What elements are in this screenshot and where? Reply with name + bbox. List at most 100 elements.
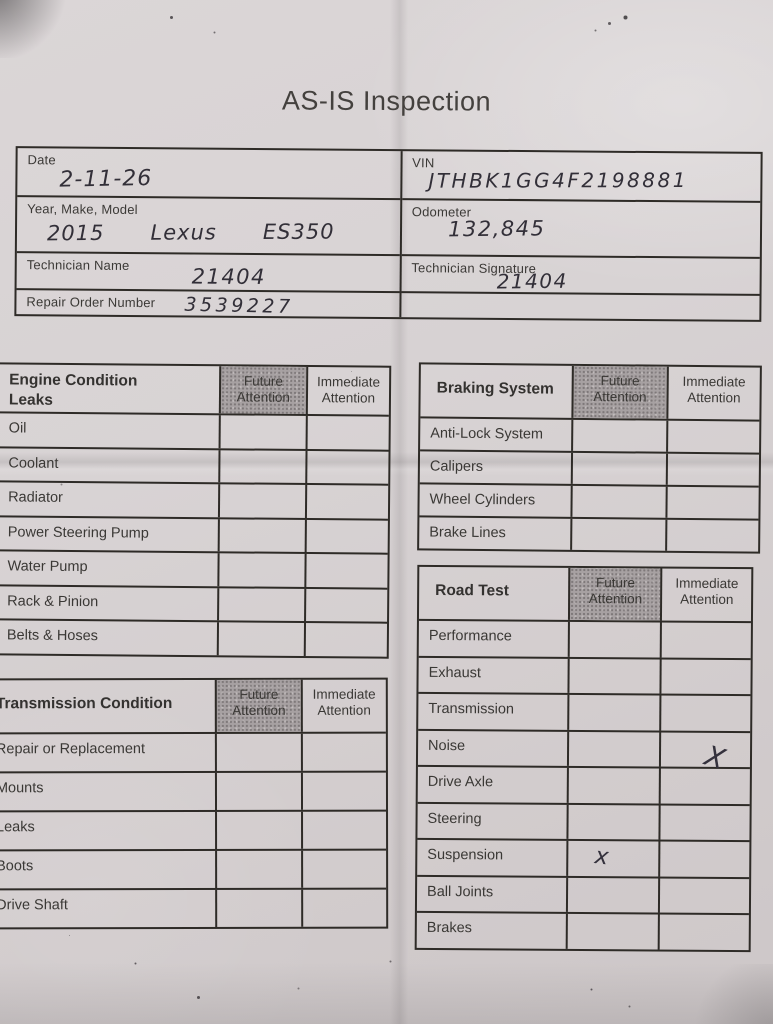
row-label: Anti-Lock System (430, 425, 544, 443)
year-make-model-label: Year, Make, Model (27, 201, 138, 218)
table-header-row: Engine Condition Leaks Future Attention … (0, 364, 390, 415)
future-attention-cell (567, 767, 660, 804)
date-label: Date (27, 152, 56, 168)
immediate-attention-cell (303, 622, 388, 657)
table-row: Belts & Hoses (0, 618, 388, 657)
row-label: Rack & Pinion (7, 592, 99, 610)
horizontal-fold-crease (0, 452, 773, 476)
future-attention-cell (567, 694, 660, 731)
table-row: Wheel Cylinders (419, 482, 759, 519)
future-attention-cell (569, 518, 666, 551)
row-label: Brakes (426, 919, 473, 937)
table-row: Radiator (0, 480, 389, 519)
future-attention-cell (217, 553, 305, 587)
immediate-attention-cell (659, 768, 750, 804)
table-header-row: Braking System Future Attention Immediat… (420, 364, 760, 420)
vehicle-info-table: Date 2-11-26 Year, Make, Model 2015 Lexu… (14, 146, 763, 322)
handwritten-x-mark: x (592, 843, 610, 871)
immediate-attention-cell (665, 486, 759, 519)
future-attention-cell (570, 485, 666, 518)
immediate-attention-cell (304, 519, 388, 553)
immediate-attention-header: Immediate Attention (300, 679, 386, 732)
row-label: Mounts (0, 780, 44, 797)
engine-condition-table: Engine Condition Leaks Future Attention … (0, 362, 392, 659)
immediate-attention-cell (658, 841, 750, 877)
immediate-attention-cell (305, 416, 389, 450)
immediate-attention-cell (659, 659, 751, 695)
immediate-attention-cell (300, 772, 386, 810)
table-row: Mounts (0, 770, 387, 811)
row-label: Boots (0, 858, 34, 875)
braking-system-table: Braking System Future Attention Immediat… (417, 362, 762, 554)
immediate-attention-cell (300, 889, 387, 927)
paper-specks (0, 0, 3, 3)
year-make-model-value-handwritten: 2015 Lexus ES350 (46, 219, 335, 246)
table-row: Leaks (0, 809, 387, 850)
future-attention-cell (567, 731, 660, 767)
future-attention-cell (216, 622, 304, 656)
future-attention-cell (566, 877, 659, 913)
future-attention-cell (566, 804, 660, 840)
future-attention-cell (570, 452, 666, 485)
immediate-attention-cell (300, 733, 386, 771)
row-label: Repair or Replacement (0, 741, 146, 758)
row-label: Calipers (429, 458, 484, 475)
immediate-attention-cell (664, 519, 759, 552)
empty-cell (400, 291, 760, 320)
future-attention-cell (217, 518, 305, 553)
field-technician-signature: Technician Signature 21404 (401, 254, 760, 294)
table-header-row: Road Test Future Attention Immediate Att… (419, 567, 752, 622)
field-year-make-model: Year, Make, Model 2015 Lexus ES350 (16, 195, 400, 255)
field-repair-order-number: Repair Order Number 3539227 (16, 288, 400, 318)
date-value-handwritten: 2-11-26 (59, 165, 153, 193)
technician-name-value-handwritten: 21404 (191, 264, 267, 290)
row-label: Steering (427, 810, 482, 827)
immediate-attention-cell (658, 878, 750, 914)
table-row: Ball Joints (416, 874, 750, 914)
table-row: Brakes (416, 910, 749, 950)
future-attention-cell (215, 811, 301, 849)
future-attention-cell (217, 484, 306, 518)
table-row: Transmission (418, 691, 751, 731)
immediate-attention-cell (304, 485, 389, 519)
immediate-attention-cell (305, 450, 389, 484)
repair-order-label: Repair Order Number (26, 294, 156, 311)
future-attention-header: Future Attention (568, 567, 661, 621)
vin-label: VIN (412, 155, 435, 171)
row-label: Performance (428, 627, 512, 645)
future-attention-cell (218, 415, 306, 449)
field-odometer: Odometer 132,845 (401, 198, 761, 257)
future-attention-cell (215, 772, 301, 810)
immediate-attention-cell (300, 850, 387, 888)
vertical-fold-crease (390, 0, 408, 1024)
future-attention-cell (566, 913, 659, 950)
row-label: Drive Shaft (0, 897, 68, 914)
road-test-table: Road Test Future Attention Immediate Att… (414, 564, 754, 952)
future-attention-cell (570, 419, 667, 452)
future-attention-cell (568, 621, 661, 658)
row-label: Water Pump (7, 558, 88, 576)
row-label: Coolant (8, 454, 59, 472)
form-title: AS-IS Inspection (281, 85, 492, 117)
table-row: Repair or Replacement (0, 731, 386, 772)
table-row: Suspension x (417, 837, 750, 877)
transmission-condition-table: Transmission Condition Future Attention … (0, 677, 389, 930)
row-label: Transmission (428, 700, 515, 718)
immediate-attention-header: Immediate Attention (666, 366, 760, 420)
immediate-attention-cell (658, 914, 749, 950)
table-row: Brake Lines (419, 515, 759, 552)
field-vin: VIN JTHBK1GG4F2198881 (402, 151, 761, 201)
row-label: Oil (8, 420, 27, 437)
immediate-attention-cell (303, 588, 388, 622)
immediate-attention-cell (665, 420, 760, 453)
table-row: Anti-Lock System (420, 416, 760, 453)
odometer-value-handwritten: 132,845 (447, 216, 546, 242)
table-row: Oil (0, 411, 389, 450)
table-row: Drive Axle (417, 764, 750, 804)
immediate-attention-header: Immediate Attention (660, 568, 752, 622)
row-label: Power Steering Pump (7, 523, 149, 542)
technician-name-label: Technician Name (26, 257, 130, 273)
table-row: Exhaust (418, 655, 751, 695)
table-row: Boots (0, 848, 387, 889)
